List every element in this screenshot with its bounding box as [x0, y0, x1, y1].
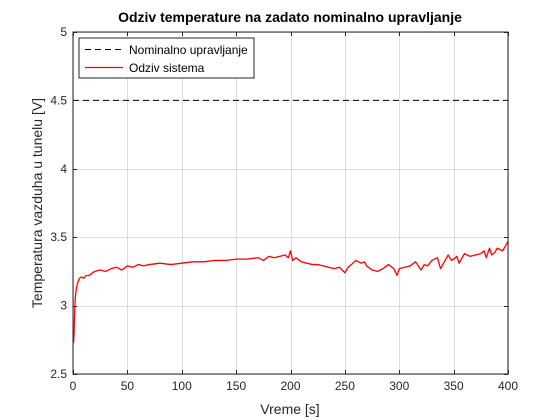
- series-line-response: [72, 240, 509, 344]
- legend-label-response: Odziv sistema: [129, 61, 205, 75]
- legend: Nominalno upravljanje Odziv sistema: [78, 37, 255, 79]
- x-tick-label: 400: [498, 379, 518, 393]
- x-tick-label: 300: [389, 379, 409, 393]
- x-tick-label: 250: [335, 379, 355, 393]
- y-tick-label: 5: [60, 25, 67, 39]
- y-tick-label: 3.5: [50, 230, 67, 244]
- y-tick-label: 4: [60, 162, 67, 176]
- plot-frame: [72, 31, 509, 375]
- x-tick-label: 350: [444, 379, 464, 393]
- y-tick-label: 2.5: [50, 367, 67, 381]
- y-tick-label: 3: [60, 299, 67, 313]
- ticks: [73, 32, 509, 375]
- x-tick-label: 0: [70, 379, 77, 393]
- x-tick-label: 200: [280, 379, 300, 393]
- x-tick-label: 100: [172, 379, 192, 393]
- plot-area: [73, 32, 508, 374]
- series-layer: [72, 99, 509, 344]
- y-axis-label: Temperatura vazduha u tunelu [V]: [29, 98, 45, 308]
- legend-label-nominal: Nominalno upravljanje: [129, 43, 248, 57]
- tick-labels: 0 50 100 150 200 250 300 350 400 2.5 3 3.5 4 4.5 5: [50, 25, 518, 393]
- legend-box: [78, 37, 255, 79]
- y-tick-label: 4.5: [50, 93, 67, 107]
- x-axis-label: Vreme [s]: [260, 401, 319, 417]
- x-tick-label: 50: [121, 379, 135, 393]
- chart-title: Odziv temperature na zadato nominalno up…: [118, 9, 462, 25]
- x-tick-label: 150: [226, 379, 246, 393]
